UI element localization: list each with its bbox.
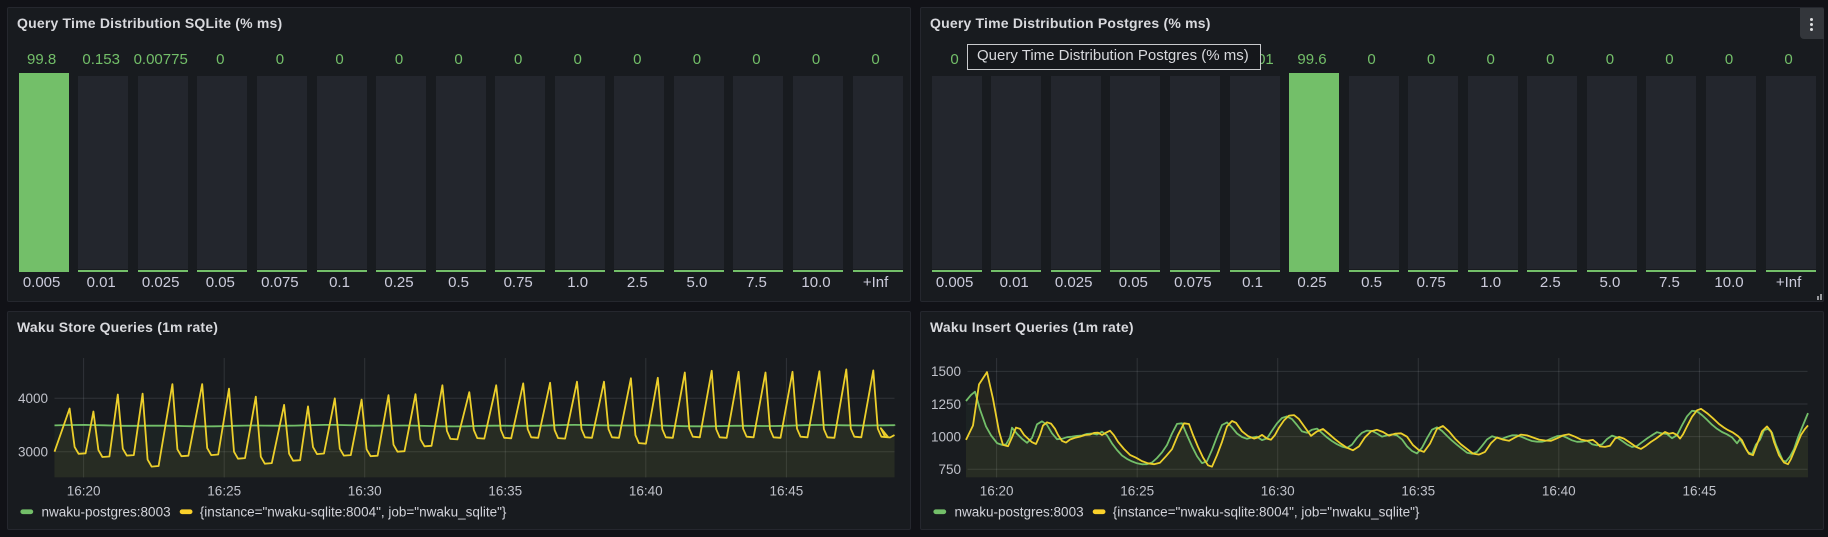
svg-text:16:20: 16:20 [980, 484, 1014, 499]
svg-text:4000: 4000 [18, 391, 48, 406]
svg-text:16:35: 16:35 [1401, 484, 1435, 499]
svg-text:16:25: 16:25 [207, 484, 241, 499]
svg-text:nwaku-postgres:8003: nwaku-postgres:8003 [955, 505, 1084, 520]
svg-text:16:35: 16:35 [488, 484, 522, 499]
svg-text:16:40: 16:40 [1542, 484, 1576, 499]
svg-text:16:30: 16:30 [1261, 484, 1295, 499]
svg-text:3000: 3000 [18, 445, 48, 460]
svg-text:16:40: 16:40 [629, 484, 663, 499]
svg-text:{instance="nwaku-sqlite:8004",: {instance="nwaku-sqlite:8004", job="nwak… [1113, 505, 1420, 520]
svg-text:16:20: 16:20 [67, 484, 101, 499]
svg-text:16:25: 16:25 [1120, 484, 1154, 499]
svg-text:1000: 1000 [931, 429, 961, 444]
svg-text:16:30: 16:30 [348, 484, 382, 499]
svg-text:750: 750 [938, 462, 961, 477]
svg-text:16:45: 16:45 [770, 484, 804, 499]
svg-text:nwaku-postgres:8003: nwaku-postgres:8003 [42, 505, 171, 520]
svg-text:1500: 1500 [931, 364, 961, 379]
svg-text:16:45: 16:45 [1683, 484, 1717, 499]
svg-text:{instance="nwaku-sqlite:8004",: {instance="nwaku-sqlite:8004", job="nwak… [200, 505, 507, 520]
svg-text:1250: 1250 [931, 397, 961, 412]
